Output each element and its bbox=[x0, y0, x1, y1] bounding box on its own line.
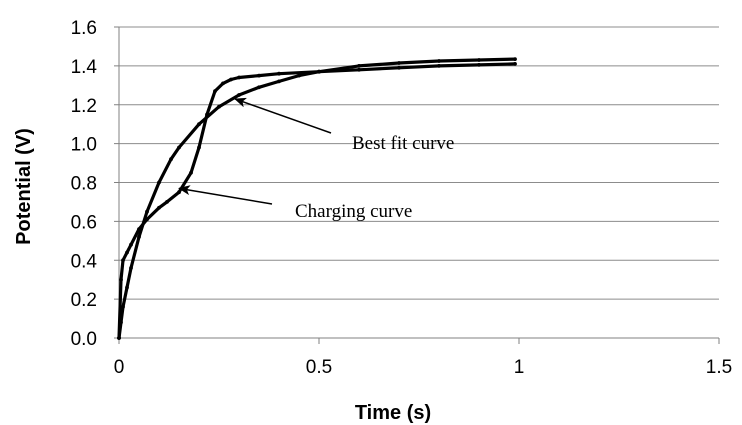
x-tick-label: 0 bbox=[114, 357, 125, 378]
series-2-point bbox=[145, 209, 149, 214]
y-tick-label: 0.2 bbox=[71, 290, 97, 311]
series-1-point bbox=[277, 71, 281, 76]
series-1-point bbox=[177, 190, 181, 195]
y-tick-label: 0.8 bbox=[71, 174, 97, 195]
x-axis-title: Time (s) bbox=[355, 402, 431, 424]
series-2-line bbox=[117, 57, 517, 340]
series-2-point bbox=[217, 104, 221, 109]
x-tick-labels: 0 0.5 1 1.5 bbox=[114, 357, 733, 378]
annotation-label: Charging curve bbox=[295, 201, 412, 222]
series-1-point bbox=[119, 277, 123, 282]
series-1-point bbox=[197, 145, 201, 150]
series-2-point bbox=[197, 122, 201, 127]
series-1-point bbox=[189, 170, 193, 175]
y-tick-label: 1.4 bbox=[71, 57, 98, 78]
series-1-point bbox=[129, 242, 133, 247]
series-2-point bbox=[125, 285, 129, 290]
series-1-point bbox=[477, 63, 481, 67]
series-2-point bbox=[513, 57, 517, 61]
y-tick-label: 0.0 bbox=[71, 329, 97, 350]
series-2-point bbox=[397, 61, 401, 65]
series-2-point bbox=[169, 157, 173, 162]
series-1-point bbox=[125, 250, 129, 255]
series-1-point bbox=[397, 65, 401, 70]
series-group bbox=[117, 57, 517, 340]
series-2-point bbox=[177, 145, 181, 150]
series-1-point bbox=[121, 258, 125, 263]
series-1-point bbox=[437, 64, 441, 68]
series-2-point bbox=[117, 336, 121, 340]
gridlines bbox=[119, 26, 719, 300]
annotation-label: Best fit curve bbox=[352, 133, 454, 154]
y-tick-label: 1.2 bbox=[71, 96, 97, 117]
annotation-arrow bbox=[178, 185, 273, 205]
series-2-point bbox=[277, 79, 281, 84]
series-2-point bbox=[317, 69, 321, 74]
x-tick-label: 0.5 bbox=[306, 357, 332, 378]
series-2-point bbox=[137, 235, 141, 239]
axes bbox=[114, 26, 720, 344]
series-1-point bbox=[165, 200, 169, 204]
x-tick-label: 1 bbox=[514, 357, 525, 378]
series-1-point bbox=[357, 67, 361, 72]
series-2-point bbox=[437, 59, 441, 63]
series-2-point bbox=[257, 85, 261, 90]
x-tick-label: 1.5 bbox=[706, 357, 732, 378]
y-axis-title: Potential (V) bbox=[13, 128, 35, 245]
y-tick-label: 0.4 bbox=[71, 251, 98, 272]
series-1-point bbox=[229, 77, 233, 82]
annotations: Best fit curve Charging curve bbox=[178, 97, 454, 222]
series-2-point bbox=[357, 64, 361, 68]
series-1-point bbox=[157, 205, 161, 210]
series-2-point bbox=[477, 58, 481, 62]
series-2-point bbox=[119, 320, 123, 325]
series-1-point bbox=[213, 89, 217, 93]
series-1-point bbox=[513, 62, 517, 66]
series-1-point bbox=[237, 75, 241, 80]
y-tick-label: 1.0 bbox=[71, 135, 97, 156]
y-tick-label: 1.6 bbox=[71, 18, 97, 39]
series-2-point bbox=[129, 266, 133, 270]
annotation-arrow bbox=[234, 97, 332, 134]
y-tick-label: 0.6 bbox=[71, 212, 97, 233]
series-1-point bbox=[221, 81, 225, 86]
series-2-point bbox=[237, 93, 241, 97]
series-2-point bbox=[297, 73, 301, 78]
series-1-point bbox=[257, 73, 261, 78]
series-2-point bbox=[121, 305, 125, 309]
y-tick-labels: 0.0 0.2 0.4 0.6 0.8 1.0 1.2 1.4 1.6 bbox=[71, 18, 98, 350]
series-2-point bbox=[157, 180, 161, 185]
